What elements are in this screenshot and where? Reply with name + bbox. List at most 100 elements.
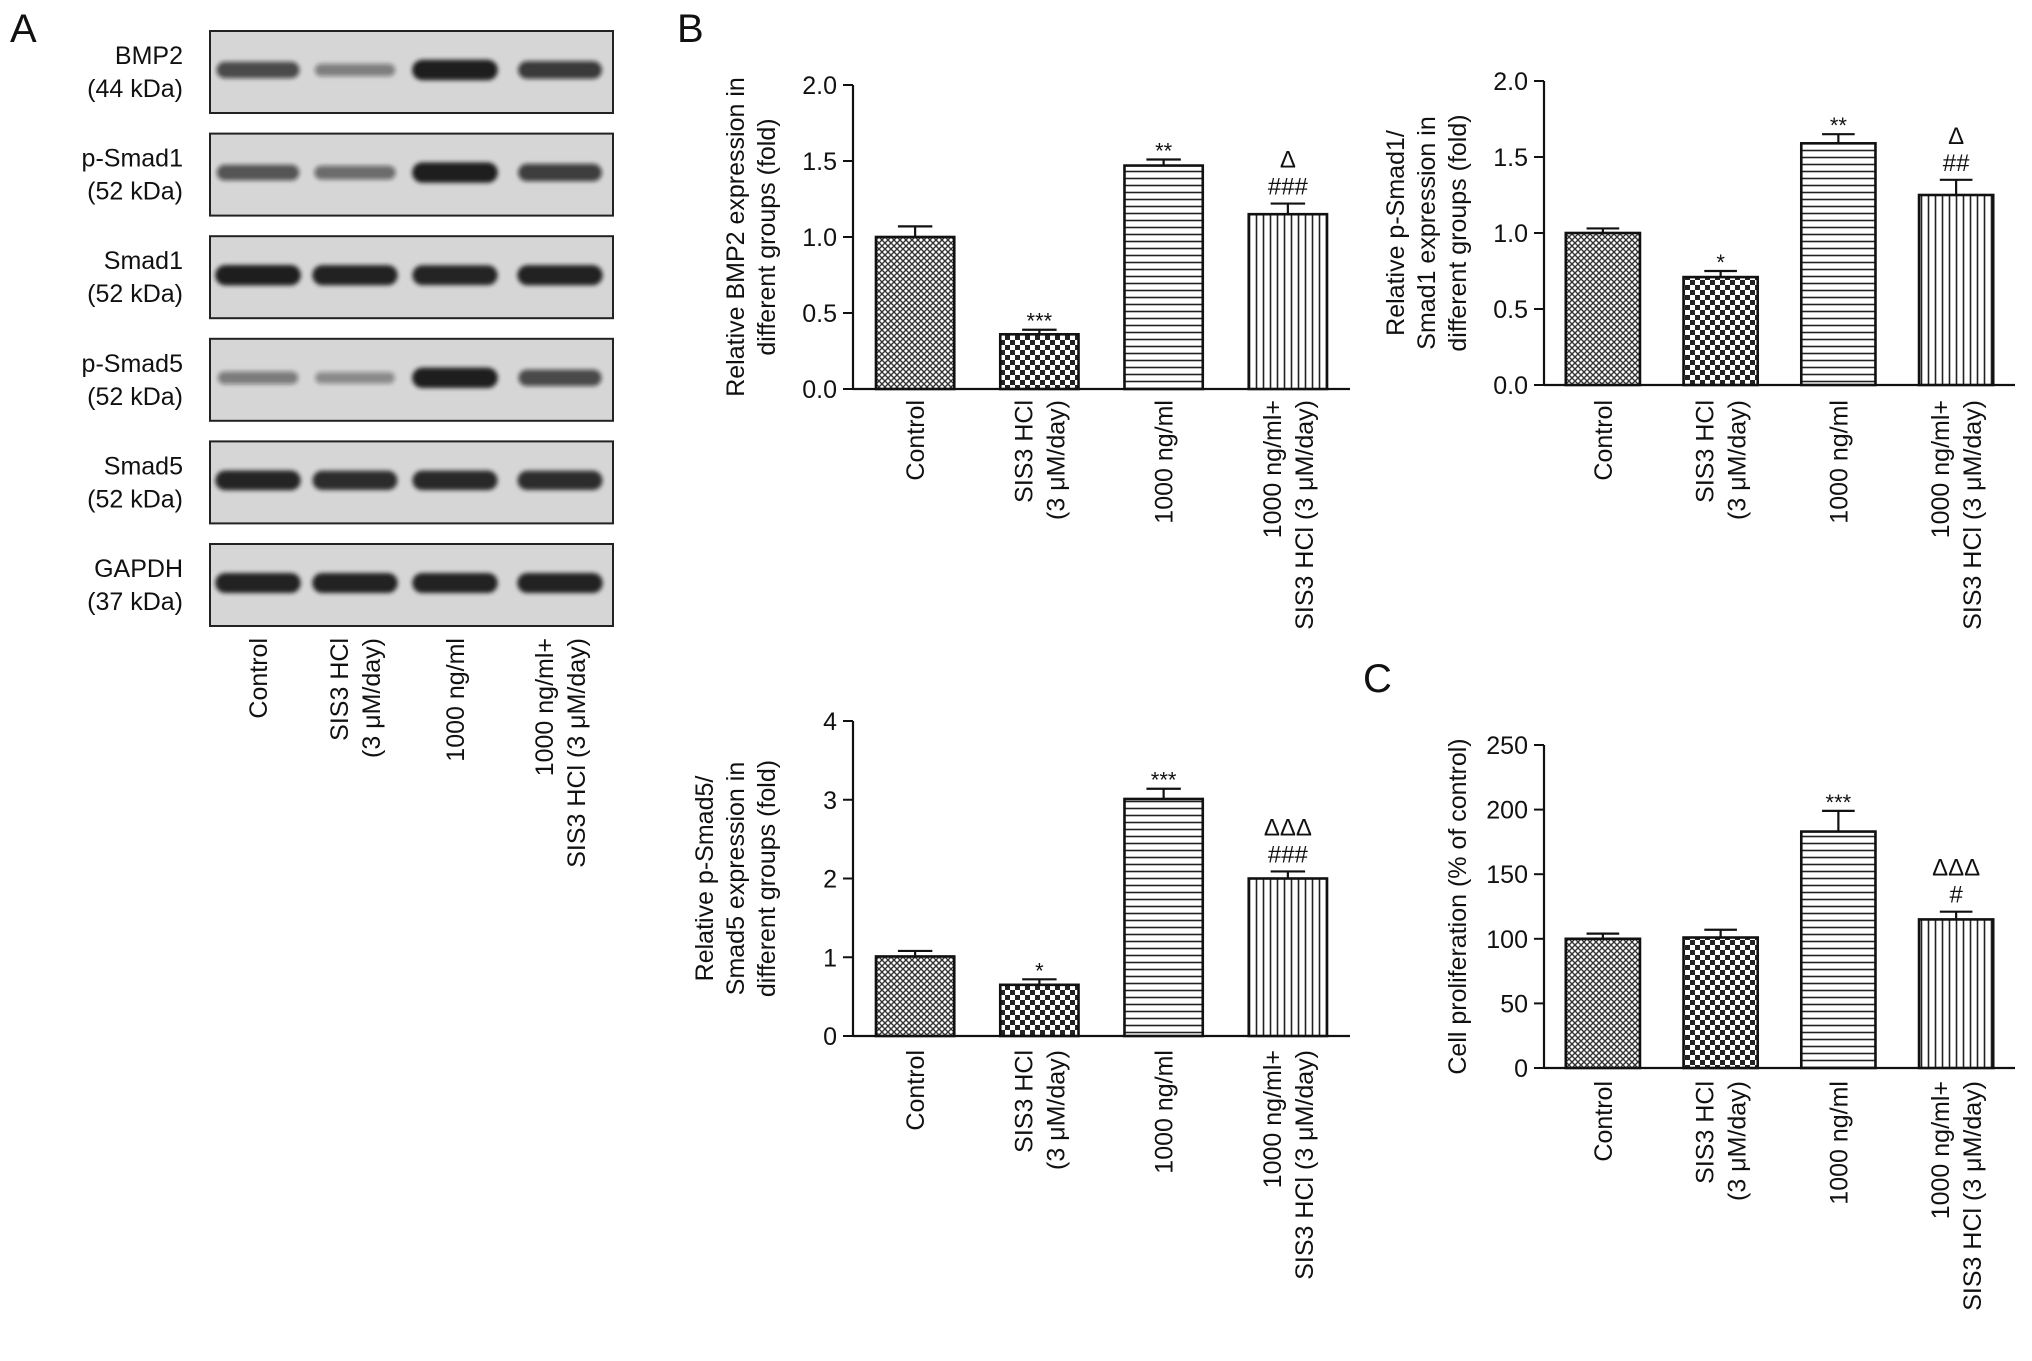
bar-group: Control <box>1564 227 1642 481</box>
x-tick-label: SIS3 HCl <box>1692 400 1720 503</box>
bar <box>1564 231 1642 387</box>
y-axis: 0.0 0.5 1.0 1.5 2.0 <box>1493 68 1546 400</box>
y-axis-title: Cell proliferation (% of control) <box>1444 738 1472 1074</box>
x-tick-label: 1000 ng/ml <box>1151 1050 1179 1174</box>
blot-band <box>217 371 299 385</box>
x-tick-label: 1000 ng/ml <box>1825 1081 1853 1205</box>
y-tick-label: 1.5 <box>802 148 837 176</box>
blot-row-p-smad5: p-Smad5 (52 kDa) <box>82 337 614 422</box>
blot-lane-label: 1000 ng/ml+ <box>531 638 559 776</box>
panel-label-b: B <box>677 7 704 51</box>
y-tick-label: 1.0 <box>802 224 837 252</box>
x-tick-label: (3 μM/day) <box>1724 1081 1752 1201</box>
y-axis-title: Relative p-Smad1/ <box>1382 130 1410 336</box>
bar-group: *** SIS3 HCl (3 μM/day) <box>998 309 1080 520</box>
bar <box>998 983 1080 1038</box>
bar-group: SIS3 HCl (3 μM/day) <box>1682 928 1760 1201</box>
x-tick-label: 1000 ng/ml+ <box>1927 400 1955 538</box>
blot-band <box>312 572 398 594</box>
blot-lane-label: SIS3 HCl <box>326 638 354 741</box>
significance-label: # <box>1949 882 1963 909</box>
significance-label: ### <box>1268 174 1309 201</box>
significance-label: * <box>1716 250 1725 275</box>
x-tick-label: Control <box>902 400 930 481</box>
blot-protein-label: Smad1 <box>104 247 183 275</box>
blot-band <box>412 572 498 594</box>
x-tick-label: 1000 ng/ml+ <box>1259 1050 1287 1188</box>
x-tick-label: Control <box>1590 400 1618 481</box>
bar-group: #ΔΔΔ 1000 ng/ml+ SIS3 HCl (3 μM/day) <box>1917 855 1995 1311</box>
blot-band <box>517 470 603 490</box>
blot-band <box>518 61 602 79</box>
y-tick-label: 3 <box>823 787 837 815</box>
bar-group: ** 1000 ng/ml <box>1799 113 1877 524</box>
significance-label: ### <box>1268 841 1309 868</box>
blot-band <box>412 162 498 183</box>
y-axis-title: different groups (fold) <box>1444 114 1472 351</box>
blot-band <box>215 470 301 491</box>
bar <box>1799 830 1877 1070</box>
y-tick-label: 2.0 <box>1493 68 1528 96</box>
blot-kda-label: (52 kDa) <box>87 485 183 513</box>
bar <box>998 332 1080 391</box>
y-axis-title: Smad1 expression in <box>1413 116 1441 349</box>
bar-group: ###ΔΔΔ 1000 ng/ml+ SIS3 HCl (3 μM/day) <box>1247 814 1329 1280</box>
blot-band <box>412 59 498 81</box>
blot-protein-label: BMP2 <box>115 42 183 70</box>
blot-band <box>314 63 396 77</box>
blot-kda-label: (52 kDa) <box>87 280 183 308</box>
bar <box>1247 212 1329 391</box>
blot-band <box>216 61 300 79</box>
bar <box>1917 193 1995 387</box>
significance-label: *** <box>1027 309 1053 334</box>
blot-band <box>215 572 301 594</box>
bar-group: * SIS3 HCl (3 μM/day) <box>1682 250 1760 520</box>
blot-row-smad5: Smad5 (52 kDa) <box>87 440 614 525</box>
y-tick-label: 0.5 <box>802 300 837 328</box>
blot-kda-label: (52 kDa) <box>87 178 183 206</box>
x-tick-label: Control <box>902 1050 930 1131</box>
bar-group: ** 1000 ng/ml <box>1123 138 1205 524</box>
chart-cell-proliferation: 0 50 100 150 200 250 Cell proliferation (% of … <box>1444 732 2015 1311</box>
blot-kda-label: (37 kDa) <box>87 588 183 616</box>
bar <box>1564 937 1642 1070</box>
blot-lane-label: 1000 ng/ml <box>442 638 470 762</box>
y-axis-title: Relative BMP2 expression in <box>722 77 750 397</box>
blot-protein-label: GAPDH <box>94 555 183 583</box>
y-tick-label: 150 <box>1486 861 1528 889</box>
bar-group: ##Δ 1000 ng/ml+ SIS3 HCl (3 μM/day) <box>1917 123 1995 630</box>
significance-label: ΔΔΔ <box>1932 855 1980 882</box>
bar <box>1123 164 1205 391</box>
significance-label: * <box>1035 958 1044 983</box>
y-axis: 0 1 2 3 4 <box>823 708 855 1051</box>
x-tick-label: SIS3 HCl <box>1010 400 1038 503</box>
x-tick-label: 1000 ng/ml+ <box>1927 1081 1955 1219</box>
significance-label: ΔΔΔ <box>1264 814 1312 841</box>
x-tick-label: (3 μM/day) <box>1724 400 1752 520</box>
panel-label-a: A <box>10 7 37 51</box>
bar-group: Control <box>874 225 956 481</box>
bar-group: *** 1000 ng/ml <box>1799 790 1877 1205</box>
blot-band <box>312 470 398 490</box>
x-tick-label: SIS3 HCl (3 μM/day) <box>1959 400 1987 630</box>
bar-group: ###Δ 1000 ng/ml+ SIS3 HCl (3 μM/day) <box>1247 147 1329 630</box>
bar <box>874 235 956 391</box>
significance-label: Δ <box>1948 123 1964 150</box>
bar-group: * SIS3 HCl (3 μM/day) <box>998 958 1080 1170</box>
y-axis-title: Relative p-Smad5/ <box>691 776 719 982</box>
y-axis: 0.0 0.5 1.0 1.5 2.0 <box>802 72 855 404</box>
blot-lane-labels: Control SIS3 HCl (3 μM/day) 1000 ng/ml 1000 … <box>245 638 591 868</box>
blot-row-smad1: Smad1 (52 kDa) <box>87 235 614 320</box>
blot-band <box>412 470 498 491</box>
blot-band <box>315 372 395 384</box>
x-tick-label: 1000 ng/ml+ <box>1259 400 1287 538</box>
y-tick-label: 0.0 <box>1493 372 1528 400</box>
x-tick-label: (3 μM/day) <box>1042 1050 1070 1170</box>
y-tick-label: 0.5 <box>1493 296 1528 324</box>
blot-band <box>412 265 498 286</box>
significance-label: Δ <box>1280 147 1296 174</box>
blot-protein-label: Smad5 <box>104 452 183 480</box>
blot-row-p-smad1: p-Smad1 (52 kDa) <box>82 132 614 217</box>
x-tick-label: Control <box>1590 1081 1618 1162</box>
